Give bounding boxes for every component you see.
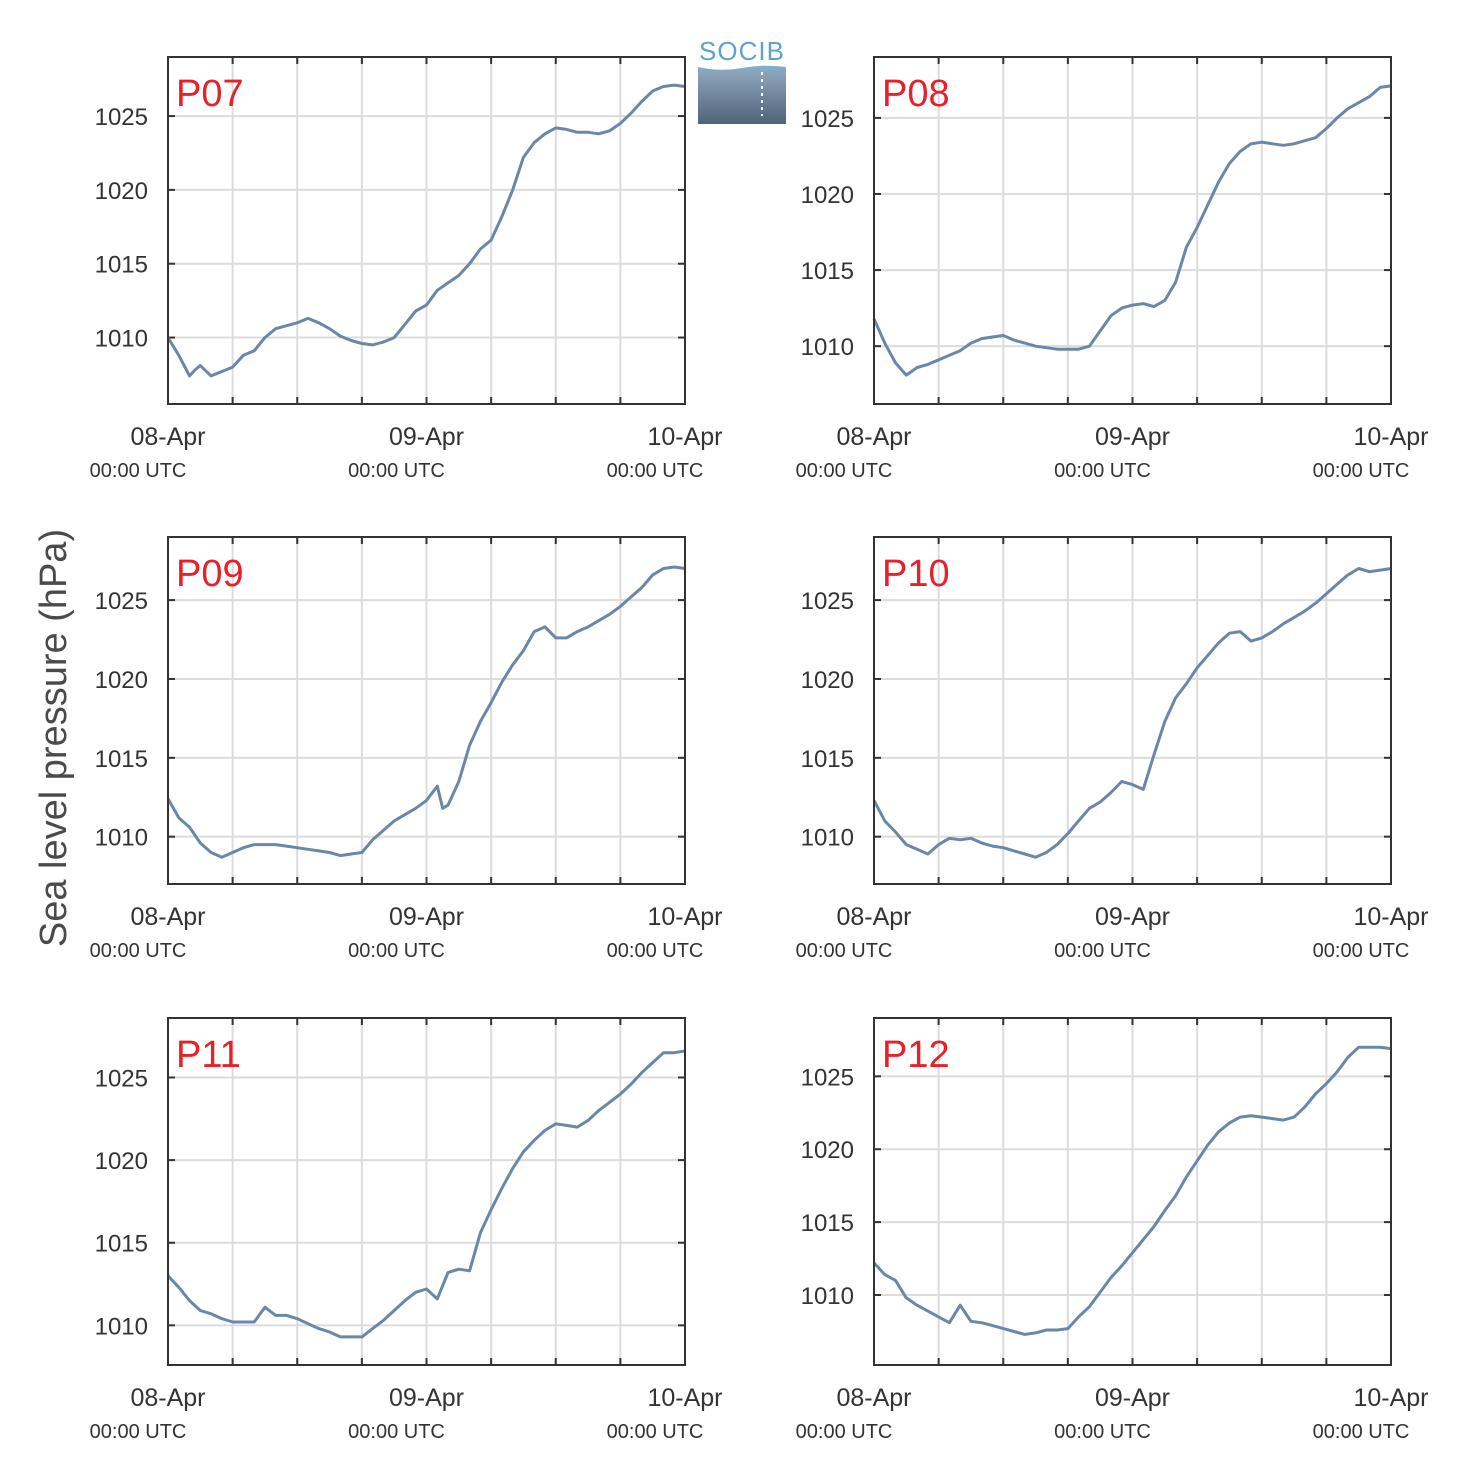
panel-p07: 1010 1015 1020 1025 08-Apr 00:00 UTC 09-Apr 00:… bbox=[90, 56, 723, 482]
x-tick-label-date: 10-Apr bbox=[1353, 903, 1428, 931]
plot-frame bbox=[167, 1017, 686, 1366]
x-tick-label-date: 08-Apr bbox=[130, 423, 205, 451]
y-tick-label: 1020 bbox=[95, 1148, 148, 1175]
x-tick-label-time: 00:00 UTC bbox=[1054, 940, 1151, 962]
plot-frame bbox=[167, 536, 686, 885]
y-tick-label: 1015 bbox=[95, 746, 148, 773]
x-tick-label-date: 09-Apr bbox=[389, 903, 464, 931]
y-tick-label: 1015 bbox=[801, 746, 854, 773]
x-tick-label-date: 09-Apr bbox=[389, 1384, 464, 1412]
y-tick-label: 1010 bbox=[95, 1313, 148, 1340]
y-tick-label: 1025 bbox=[95, 588, 148, 615]
x-tick-label-time: 00:00 UTC bbox=[607, 460, 704, 482]
x-tick-label-date: 10-Apr bbox=[1353, 423, 1428, 451]
x-tick-label-date: 09-Apr bbox=[1095, 423, 1170, 451]
x-tick-label-date: 08-Apr bbox=[836, 1384, 911, 1412]
y-tick-label: 1025 bbox=[801, 106, 854, 133]
x-tick-label-date: 08-Apr bbox=[130, 903, 205, 931]
logo-text: SOCIB bbox=[699, 36, 785, 66]
y-tick-label: 1025 bbox=[95, 1065, 148, 1092]
panel-label: P12 bbox=[882, 1034, 950, 1076]
panel-label: P11 bbox=[176, 1034, 241, 1076]
y-tick-label: 1015 bbox=[95, 1231, 148, 1258]
x-tick-label-time: 00:00 UTC bbox=[796, 460, 893, 482]
x-tick-label-time: 00:00 UTC bbox=[348, 1421, 445, 1443]
plot-frame bbox=[873, 56, 1392, 405]
plot-frame bbox=[167, 56, 686, 405]
y-tick-label: 1010 bbox=[801, 334, 854, 361]
x-tick-label-date: 10-Apr bbox=[647, 903, 722, 931]
x-tick-label-time: 00:00 UTC bbox=[90, 1421, 187, 1443]
x-tick-label-time: 00:00 UTC bbox=[1313, 460, 1410, 482]
panel-label: P07 bbox=[176, 73, 244, 115]
y-tick-label: 1010 bbox=[95, 825, 148, 852]
panel-p10: 1010 1015 1020 1025 08-Apr 00:00 UTC 09-Apr 00:… bbox=[796, 536, 1429, 962]
panel-p11: 1010 1015 1020 1025 08-Apr 00:00 UTC 09-Apr 00:… bbox=[90, 1017, 723, 1443]
series-line bbox=[166, 1049, 686, 1339]
y-axis-title: Sea level pressure (hPa) bbox=[33, 529, 75, 947]
y-tick-label: 1020 bbox=[801, 667, 854, 694]
panel-p12: 1010 1015 1020 1025 08-Apr 00:00 UTC 09-Apr 00:… bbox=[796, 1017, 1429, 1443]
y-tick-label: 1020 bbox=[801, 1137, 854, 1164]
panel-label: P09 bbox=[176, 553, 244, 595]
x-tick-label-date: 10-Apr bbox=[647, 423, 722, 451]
x-tick-label-date: 08-Apr bbox=[836, 423, 911, 451]
y-tick-label: 1010 bbox=[95, 326, 148, 353]
y-tick-label: 1020 bbox=[95, 667, 148, 694]
y-tick-label: 1015 bbox=[801, 1210, 854, 1237]
x-tick-label-time: 00:00 UTC bbox=[1054, 1421, 1151, 1443]
x-tick-label-date: 10-Apr bbox=[1353, 1384, 1428, 1412]
panel-label: P08 bbox=[882, 73, 950, 115]
y-tick-label: 1025 bbox=[95, 104, 148, 131]
x-tick-label-time: 00:00 UTC bbox=[348, 460, 445, 482]
series-line bbox=[166, 565, 686, 859]
x-tick-label-time: 00:00 UTC bbox=[796, 1421, 893, 1443]
y-tick-label: 1015 bbox=[801, 258, 854, 285]
x-tick-label-date: 08-Apr bbox=[130, 1384, 205, 1412]
y-tick-label: 1010 bbox=[801, 1283, 854, 1310]
y-tick-label: 1015 bbox=[95, 252, 148, 279]
y-tick-label: 1010 bbox=[801, 825, 854, 852]
y-tick-label: 1025 bbox=[801, 1064, 854, 1091]
x-tick-label-time: 00:00 UTC bbox=[1313, 940, 1410, 962]
x-tick-label-time: 00:00 UTC bbox=[90, 460, 187, 482]
x-tick-label-time: 00:00 UTC bbox=[796, 940, 893, 962]
y-tick-label: 1020 bbox=[95, 178, 148, 205]
series-line bbox=[166, 83, 686, 378]
x-tick-label-date: 09-Apr bbox=[1095, 1384, 1170, 1412]
x-tick-label-date: 08-Apr bbox=[836, 903, 911, 931]
x-tick-label-time: 00:00 UTC bbox=[348, 940, 445, 962]
x-tick-label-time: 00:00 UTC bbox=[1313, 1421, 1410, 1443]
plot-frame bbox=[873, 1017, 1392, 1366]
series-line bbox=[872, 567, 1392, 859]
x-tick-label-date: 09-Apr bbox=[389, 423, 464, 451]
panel-p08: 1010 1015 1020 1025 08-Apr 00:00 UTC 09-Apr 00:… bbox=[796, 56, 1429, 482]
series-line bbox=[872, 1045, 1392, 1336]
x-tick-label-date: 09-Apr bbox=[1095, 903, 1170, 931]
panel-p09: 1010 1015 1020 1025 08-Apr 00:00 UTC 09-Apr 00:… bbox=[90, 536, 723, 962]
x-tick-label-time: 00:00 UTC bbox=[607, 1421, 704, 1443]
x-tick-label-date: 10-Apr bbox=[647, 1384, 722, 1412]
panel-label: P10 bbox=[882, 553, 950, 595]
y-tick-label: 1025 bbox=[801, 588, 854, 615]
x-tick-label-time: 00:00 UTC bbox=[90, 940, 187, 962]
x-tick-label-time: 00:00 UTC bbox=[607, 940, 704, 962]
series-line bbox=[872, 84, 1392, 377]
socib-logo: SOCIB bbox=[698, 36, 786, 124]
x-tick-label-time: 00:00 UTC bbox=[1054, 460, 1151, 482]
plot-frame bbox=[873, 536, 1392, 885]
y-tick-label: 1020 bbox=[801, 182, 854, 209]
